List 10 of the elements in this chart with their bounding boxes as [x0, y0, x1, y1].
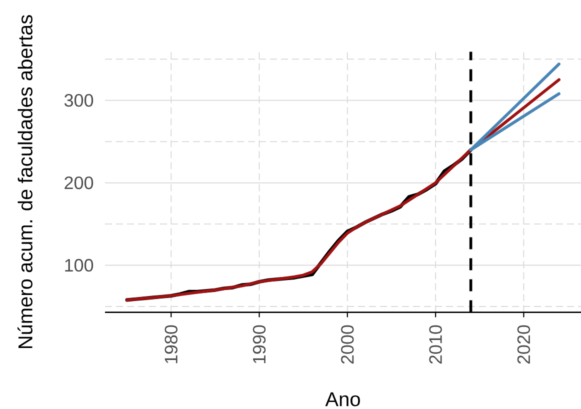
x-tick-label: 2020: [517, 325, 530, 364]
y-tick-label: 100: [65, 258, 94, 272]
x-axis-title: Ano: [325, 392, 360, 406]
x-tick-label: 1990: [252, 325, 266, 364]
x-tick-label: 2000: [341, 325, 354, 364]
y-tick-label: 200: [64, 176, 94, 190]
x-tick-label: 2010: [429, 325, 442, 364]
x-tick-label: 1980: [164, 325, 178, 364]
y-axis-title: Número acum. de faculdades abertas: [18, 15, 32, 348]
y-tick-label: 300: [64, 94, 94, 107]
